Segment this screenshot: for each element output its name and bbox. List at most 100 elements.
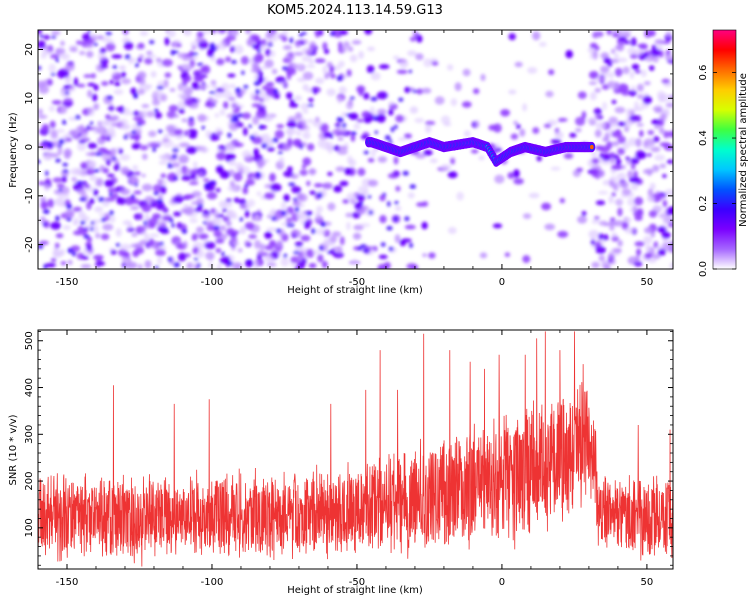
spectrogram-speckle <box>606 30 612 36</box>
spectrogram-speckle <box>376 91 388 100</box>
ridge-core <box>590 144 594 150</box>
spectrogram-speckle <box>73 230 84 236</box>
spectrogram-speckle <box>528 192 540 199</box>
spectrogram-speckle <box>121 71 126 78</box>
spectrogram-speckle <box>93 254 104 260</box>
spectrogram-speckle <box>612 154 620 159</box>
spectrogram-speckle <box>461 101 472 108</box>
spectrogram-speckle <box>276 240 284 248</box>
spectrogram-speckle <box>265 81 275 87</box>
spectrogram-x-axis-label: Height of straight line (km) <box>287 285 423 296</box>
spectrogram-speckle <box>613 199 624 205</box>
spectrogram-speckle-strong <box>390 126 395 133</box>
spectrogram-speckle <box>654 125 660 129</box>
spectrogram-speckle-strong <box>201 125 205 130</box>
spectrogram-speckle <box>171 162 181 168</box>
spectrogram-speckle <box>228 122 239 131</box>
spectrogram-speckle <box>431 61 439 66</box>
spectrogram-speckle-strong <box>368 210 374 215</box>
spectrogram-speckle <box>474 119 480 128</box>
spectrogram-speckle <box>67 259 73 266</box>
spectrogram-speckle <box>197 114 207 122</box>
spectrogram-speckle <box>155 249 166 257</box>
spectrogram-speckle <box>257 250 265 256</box>
spectrogram-speckle <box>545 90 554 98</box>
spectrogram-speckle <box>68 128 79 136</box>
spectrogram-speckle <box>93 84 99 91</box>
spectrogram-speckle <box>642 168 654 175</box>
spectrogram-speckle <box>38 85 50 94</box>
spectrogram-speckle <box>368 179 378 187</box>
x-tick-label: 50 <box>641 577 654 588</box>
spectrogram-speckle <box>611 99 617 105</box>
spectrogram-speckle <box>38 181 45 186</box>
spectrogram-speckle <box>44 183 50 192</box>
spectrogram-speckle-strong <box>370 96 378 102</box>
spectrogram-speckle <box>278 81 288 86</box>
spectrogram-speckle <box>275 76 286 84</box>
spectrogram-speckle <box>130 205 140 211</box>
spectrogram-speckle <box>338 145 349 151</box>
spectrogram-speckle <box>147 217 159 226</box>
spectrogram-signal-ridge <box>365 137 596 167</box>
spectrogram-speckle <box>421 221 428 230</box>
spectrogram-speckle <box>148 130 157 137</box>
spectrogram-speckle <box>320 123 329 133</box>
spectrogram-speckle <box>203 178 210 182</box>
spectrogram-speckle <box>416 35 423 43</box>
spectrogram-speckle <box>447 226 457 235</box>
snr-y-axis-label: SNR (10 * v/v) <box>8 414 19 485</box>
spectrogram-speckle-strong <box>154 108 159 113</box>
spectrogram-speckle <box>363 92 370 100</box>
spectrogram-speckle <box>299 169 308 176</box>
spectrogram-speckle <box>597 190 609 195</box>
spectrogram-speckle <box>47 198 55 208</box>
spectrogram-speckle <box>60 90 71 98</box>
spectrogram-speckle <box>399 59 409 69</box>
spectrogram-speckle <box>60 40 65 46</box>
spectrogram-speckle-strong <box>227 132 232 138</box>
colorbar-label: Normalized spectral amplitude <box>738 73 749 227</box>
spectrogram-speckle <box>595 121 606 130</box>
spectrogram-speckle-strong <box>50 72 56 76</box>
spectrogram-speckle <box>177 52 187 59</box>
spectrogram-speckle <box>168 104 179 112</box>
spectrogram-speckle <box>302 157 312 166</box>
spectrogram-speckle <box>500 109 510 117</box>
spectrogram-speckle <box>95 177 104 187</box>
spectrogram-speckle <box>217 145 227 150</box>
spectrogram-speckle <box>131 143 140 150</box>
spectrogram-speckle <box>252 131 259 137</box>
spectrogram-speckle <box>82 227 89 232</box>
spectrogram-speckle <box>314 183 323 188</box>
spectrogram-speckle <box>634 241 645 247</box>
spectrogram-speckle <box>83 74 92 78</box>
spectrogram-speckle <box>649 182 656 190</box>
spectrogram-speckle-strong <box>301 31 307 35</box>
spectrogram-speckle <box>598 254 605 262</box>
spectrogram-speckle <box>141 104 150 108</box>
spectrogram-speckle <box>622 66 630 75</box>
spectrogram-speckle <box>114 81 121 87</box>
spectrogram-speckle-strong <box>42 140 48 144</box>
spectrogram-speckle <box>55 233 64 239</box>
spectrogram-speckle <box>608 71 615 79</box>
spectrogram-speckle-strong <box>57 144 62 148</box>
spectrogram-speckle <box>632 49 644 56</box>
spectrogram-speckle <box>351 40 362 45</box>
spectrogram-speckle <box>662 174 667 178</box>
spectrogram-speckle <box>202 30 211 35</box>
spectrogram-speckle <box>213 209 220 218</box>
spectrogram-speckle <box>248 234 257 239</box>
spectrogram-speckle <box>504 252 511 257</box>
spectrogram-speckle-strong <box>280 210 287 216</box>
spectrogram-speckle <box>644 252 653 259</box>
spectrogram-speckle <box>614 53 619 59</box>
spectrogram-speckle <box>608 195 614 204</box>
spectrogram-speckle <box>106 173 115 178</box>
spectrogram-speckle <box>167 30 176 38</box>
spectrogram-speckle <box>559 198 565 204</box>
spectrogram-speckle-strong <box>237 113 244 118</box>
x-tick-label: -150 <box>56 277 79 288</box>
spectrogram-noise-speckle <box>38 30 673 269</box>
